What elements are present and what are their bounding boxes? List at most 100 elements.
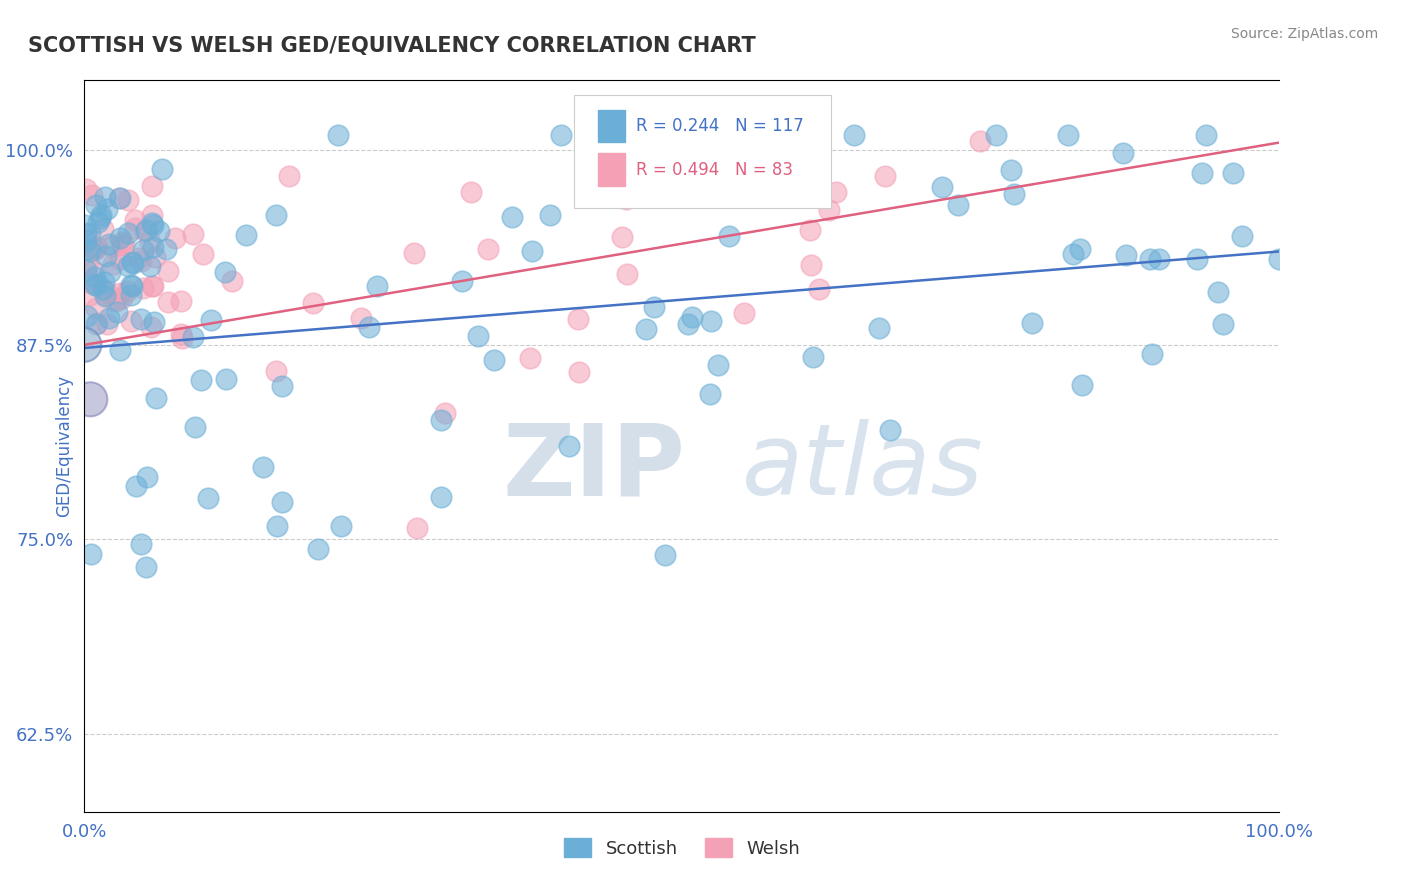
Point	[155, 242, 177, 256]
Point	[1185, 252, 1208, 267]
Point	[121, 279, 143, 293]
Text: atlas: atlas	[742, 419, 983, 516]
Point	[76, 309, 98, 323]
Point	[717, 229, 740, 244]
Point	[451, 274, 474, 288]
Legend: Scottish, Welsh: Scottish, Welsh	[564, 838, 800, 857]
Point	[165, 231, 187, 245]
Point	[170, 294, 193, 309]
Point	[129, 254, 152, 268]
Point	[141, 216, 163, 230]
Point	[125, 479, 148, 493]
Point	[114, 238, 136, 252]
Point	[477, 242, 499, 256]
Point	[148, 224, 170, 238]
Point	[1115, 247, 1137, 261]
Point	[1267, 252, 1289, 266]
Point	[1206, 285, 1229, 299]
Point	[124, 213, 146, 227]
Point	[676, 128, 699, 142]
Point	[567, 312, 589, 326]
Text: Source: ZipAtlas.com: Source: ZipAtlas.com	[1230, 27, 1378, 41]
Point	[643, 300, 665, 314]
Point	[108, 252, 131, 266]
Point	[86, 240, 108, 254]
Point	[129, 536, 152, 550]
Point	[818, 202, 841, 217]
Point	[868, 321, 890, 335]
Bar	[599, 153, 624, 186]
Point	[101, 238, 124, 252]
Point	[145, 391, 167, 405]
Bar	[599, 110, 624, 143]
Point	[143, 250, 166, 264]
Point	[86, 277, 108, 291]
Point	[108, 343, 131, 358]
Point	[190, 372, 212, 386]
Point	[301, 296, 323, 310]
Point	[467, 329, 489, 343]
Point	[665, 128, 688, 142]
Point	[825, 185, 848, 199]
Point	[91, 222, 114, 236]
Point	[107, 191, 129, 205]
Point	[430, 490, 453, 504]
Point	[631, 154, 654, 169]
Point	[122, 256, 145, 270]
Point	[277, 169, 299, 183]
Point	[84, 198, 107, 212]
Point	[94, 288, 117, 302]
Point	[624, 145, 647, 159]
FancyBboxPatch shape	[575, 95, 831, 209]
Point	[707, 358, 730, 372]
Point	[96, 249, 118, 263]
Point	[83, 243, 105, 257]
Point	[111, 291, 134, 305]
Point	[1139, 252, 1161, 267]
Text: R = 0.494   N = 83: R = 0.494 N = 83	[637, 161, 793, 179]
Point	[115, 285, 138, 299]
Point	[252, 459, 274, 474]
Point	[1112, 145, 1135, 160]
Point	[135, 223, 157, 237]
Point	[75, 232, 97, 246]
Point	[84, 270, 107, 285]
Point	[357, 320, 380, 334]
Text: ZIP: ZIP	[503, 419, 686, 516]
Point	[634, 322, 657, 336]
Point	[98, 237, 121, 252]
Point	[772, 128, 794, 143]
Point	[700, 314, 723, 328]
Point	[83, 277, 105, 292]
Point	[91, 282, 114, 296]
Point	[96, 285, 118, 300]
Point	[135, 560, 157, 574]
Point	[82, 263, 104, 277]
Point	[193, 247, 215, 261]
Point	[616, 268, 638, 282]
Point	[969, 134, 991, 148]
Point	[142, 279, 165, 293]
Point	[150, 162, 173, 177]
Point	[132, 281, 155, 295]
Point	[117, 226, 139, 240]
Point	[83, 242, 105, 256]
Point	[86, 215, 108, 229]
Text: R = 0.244   N = 117: R = 0.244 N = 117	[637, 117, 804, 135]
Point	[73, 338, 96, 352]
Point	[132, 243, 155, 257]
Point	[79, 227, 101, 242]
Point	[124, 220, 146, 235]
Point	[142, 218, 165, 232]
Point	[654, 548, 676, 562]
Point	[519, 351, 541, 366]
Point	[80, 547, 103, 561]
Point	[350, 311, 373, 326]
Point	[799, 258, 821, 272]
Point	[75, 234, 97, 248]
Point	[1069, 242, 1091, 256]
Point	[142, 240, 165, 254]
Point	[482, 353, 505, 368]
Point	[108, 230, 131, 244]
Point	[86, 316, 108, 330]
